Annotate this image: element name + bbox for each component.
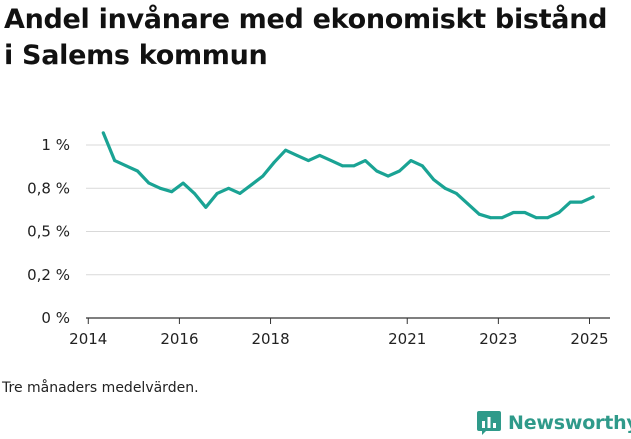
- x-tick-label: 2023: [479, 330, 517, 348]
- data-point: [591, 195, 595, 199]
- data-point: [420, 164, 424, 168]
- y-axis-ticks: 0 % 0,2 % 0,5 % 0,8 % 1 %: [27, 136, 70, 327]
- data-point: [250, 183, 253, 187]
- data-point: [272, 160, 276, 164]
- data-point: [318, 154, 322, 157]
- data-point: [204, 205, 208, 209]
- data-point: [136, 169, 139, 173]
- data-point: [307, 159, 310, 163]
- series-layer: [101, 131, 595, 220]
- x-tick-label: 2018: [251, 330, 289, 348]
- data-point: [363, 159, 367, 163]
- data-point: [523, 211, 527, 214]
- data-point: [489, 216, 492, 220]
- data-point: [466, 202, 470, 206]
- x-tick-label: 2016: [160, 330, 198, 348]
- data-point: [477, 212, 481, 216]
- data-point: [455, 192, 458, 195]
- data-point: [181, 181, 185, 185]
- data-point: [409, 159, 413, 163]
- data-point: [113, 159, 117, 163]
- data-point: [295, 154, 299, 157]
- y-tick-label: 0,8 %: [27, 179, 70, 197]
- data-point: [261, 174, 265, 178]
- data-point: [500, 216, 504, 220]
- data-point: [546, 216, 549, 220]
- data-point: [124, 164, 128, 168]
- y-tick-label: 0,2 %: [27, 266, 70, 284]
- data-point: [193, 192, 196, 195]
- data-point: [158, 186, 162, 190]
- data-point: [352, 164, 356, 168]
- brand-name: Newsworthy: [508, 412, 631, 434]
- data-point: [580, 200, 584, 204]
- data-point: [386, 174, 390, 178]
- x-axis: 2014 2016 2018 2021 2023 2025: [69, 317, 610, 348]
- data-point: [101, 131, 105, 135]
- chart-title: Andel invånare med ekonomiskt bistånd i …: [4, 4, 608, 71]
- x-tick-label: 2021: [388, 330, 426, 348]
- data-point: [147, 181, 151, 185]
- data-point: [375, 169, 379, 173]
- y-tick-label: 0,5 %: [27, 223, 70, 241]
- data-point: [170, 190, 174, 194]
- data-point: [443, 186, 447, 190]
- data-point: [238, 192, 242, 195]
- series-line: [101, 131, 595, 220]
- x-tick-label: 2014: [69, 330, 107, 348]
- data-point: [227, 186, 231, 190]
- data-point: [398, 169, 401, 173]
- brand[interactable]: Newsworthy: [476, 407, 631, 439]
- y-tick-label: 1 %: [41, 136, 70, 154]
- x-tick-label: 2025: [570, 330, 608, 348]
- data-point: [569, 200, 572, 204]
- data-point: [432, 178, 436, 182]
- data-point: [284, 148, 287, 152]
- data-point: [557, 211, 561, 214]
- data-point: [341, 164, 344, 168]
- y-tick-label: 0 %: [41, 309, 70, 327]
- gridlines: [86, 144, 610, 276]
- data-point: [534, 216, 538, 220]
- data-point: [215, 192, 219, 195]
- data-point: [512, 211, 515, 214]
- newsworthy-logo-icon: [477, 411, 501, 435]
- footnote: Tre månaders medelvärden.: [2, 380, 199, 396]
- data-point: [329, 159, 333, 163]
